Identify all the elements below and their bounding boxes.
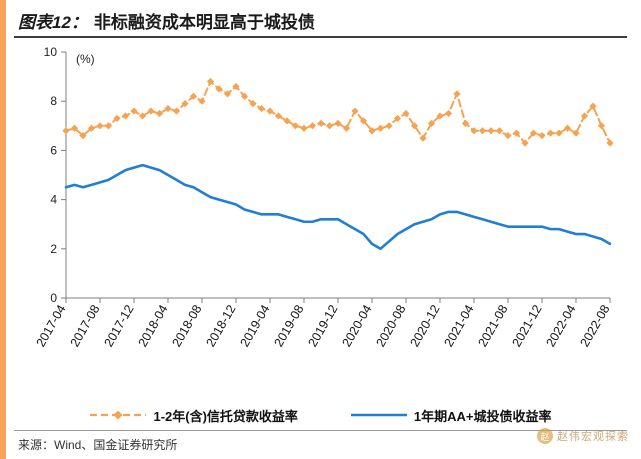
legend-label-trust-loan: 1-2年(含)信托贷款收益率 xyxy=(153,408,298,424)
svg-text:2017-08: 2017-08 xyxy=(68,302,103,349)
svg-text:2019-12: 2019-12 xyxy=(306,302,341,349)
legend-item-trust-loan: 1-2年(含)信托贷款收益率 xyxy=(89,406,298,425)
svg-text:10: 10 xyxy=(44,45,58,59)
legend-swatch-solid xyxy=(350,408,408,422)
svg-text:2021-12: 2021-12 xyxy=(510,302,545,349)
svg-text:2017-12: 2017-12 xyxy=(102,302,137,349)
svg-text:2020-12: 2020-12 xyxy=(408,302,443,349)
source-note: 来源：Wind、国金证券研究所 xyxy=(18,438,178,452)
svg-text:0: 0 xyxy=(50,291,57,305)
title-divider xyxy=(14,36,627,38)
svg-text:2018-12: 2018-12 xyxy=(204,302,239,349)
title-figure-text: 非标融资成本明显高于城投债 xyxy=(93,13,315,32)
watermark: 赵 赵伟宏观探索 xyxy=(537,428,629,444)
svg-text:2018-04: 2018-04 xyxy=(136,302,171,349)
svg-text:2021-08: 2021-08 xyxy=(476,302,511,349)
svg-text:2020-04: 2020-04 xyxy=(340,302,375,349)
svg-text:2020-08: 2020-08 xyxy=(374,302,409,349)
source-divider xyxy=(14,430,627,431)
chart-canvas: (%) 0 2 4 6 8 10 2017-04 2017-08 2017-12 2018-04 2… xyxy=(14,40,627,370)
circle-logo-icon: 赵 xyxy=(537,428,553,444)
svg-text:6: 6 xyxy=(50,143,57,157)
svg-text:2018-08: 2018-08 xyxy=(170,302,205,349)
svg-text:2019-08: 2019-08 xyxy=(272,302,307,349)
svg-text:2017-04: 2017-04 xyxy=(34,302,69,349)
svg-text:2022-08: 2022-08 xyxy=(578,302,613,349)
legend-swatch-dashed-marker xyxy=(89,408,147,422)
left-accent-bar xyxy=(0,0,6,459)
svg-text:2021-04: 2021-04 xyxy=(442,302,477,349)
svg-text:2: 2 xyxy=(50,242,57,256)
svg-text:8: 8 xyxy=(50,94,57,108)
y-axis-unit-label: (%) xyxy=(76,52,95,66)
legend-item-urban-bond: 1年期AA+城投债收益率 xyxy=(350,406,552,425)
page-title: 图表12： 非标融资成本明显高于城投债 xyxy=(18,8,315,33)
svg-text:4: 4 xyxy=(50,193,57,207)
svg-text:2019-04: 2019-04 xyxy=(238,302,273,349)
chart-legend: 1-2年(含)信托贷款收益率 1年期AA+城投债收益率 xyxy=(14,398,627,432)
legend-label-urban-bond: 1年期AA+城投债收益率 xyxy=(413,408,552,424)
line-chart: 02468102017-042017-082017-122018-042018-… xyxy=(34,45,614,349)
watermark-text: 赵伟宏观探索 xyxy=(557,431,629,443)
title-figure-label: 图表12： xyxy=(18,13,88,32)
svg-text:2022-04: 2022-04 xyxy=(544,302,579,349)
